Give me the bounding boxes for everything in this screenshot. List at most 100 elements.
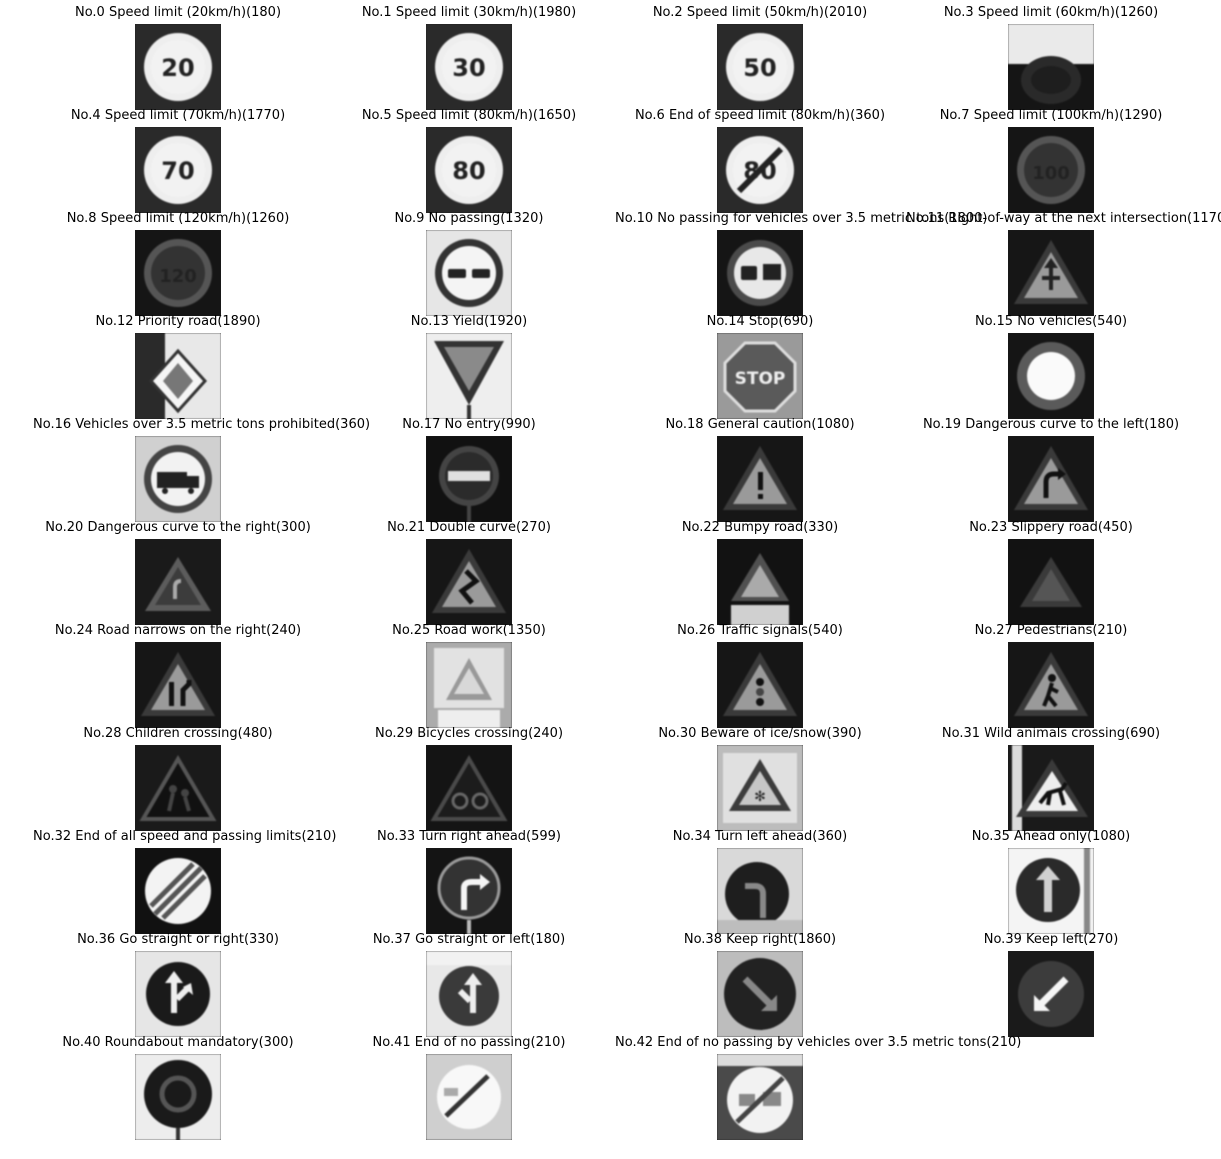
svg-text:20: 20 [161, 54, 194, 82]
panel-title: No.14 Stop(690) [706, 314, 814, 329]
curve-right-sign-image [135, 539, 221, 625]
end-all-limits-sign-image [135, 848, 221, 934]
sign-panel: No.30 Beware of ice/snow(390) ✻ [615, 725, 905, 831]
speed-limit-20-sign-image: 20 [135, 24, 221, 110]
panel-title: No.3 Speed limit (60km/h)(1260) [943, 5, 1159, 20]
svg-text:STOP: STOP [735, 369, 786, 389]
panel-title: No.7 Speed limit (100km/h)(1290) [939, 108, 1163, 123]
no-passing-sign-image [426, 230, 512, 316]
no-passing-trucks-sign-image [717, 230, 803, 316]
speed-limit-50-sign-image: 50 [717, 24, 803, 110]
panel-title: No.18 General caution(1080) [665, 417, 855, 432]
svg-text:70: 70 [161, 157, 194, 185]
end-speed-limit-80-sign-image: 80 [717, 127, 803, 213]
traffic-signals-sign-image [717, 642, 803, 728]
sign-panel: No.42 End of no passing by vehicles over… [615, 1034, 1021, 1140]
panel-title: No.29 Bicycles crossing(240) [374, 726, 564, 741]
panel-title: No.13 Yield(1920) [410, 314, 528, 329]
panel-title: No.26 Traffic signals(540) [677, 623, 843, 638]
panel-title: No.39 Keep left(270) [983, 932, 1119, 947]
panel-title: No.35 Ahead only(1080) [971, 829, 1131, 844]
sign-panel: No.37 Go straight or left(180) [324, 931, 614, 1037]
stop-sign-image: STOP [717, 333, 803, 419]
speed-limit-30-sign-image: 30 [426, 24, 512, 110]
double-curve-sign-image [426, 539, 512, 625]
children-crossing-sign-image [135, 745, 221, 831]
ahead-only-sign-image [1008, 848, 1094, 934]
yield-sign-image [426, 333, 512, 419]
panel-title: No.10 No passing for vehicles over 3.5 m… [615, 211, 988, 226]
panel-title: No.4 Speed limit (70km/h)(1770) [70, 108, 286, 123]
slippery-road-sign-image [1008, 539, 1094, 625]
panel-title: No.0 Speed limit (20km/h)(180) [74, 5, 282, 20]
speed-limit-80-sign-image: 80 [426, 127, 512, 213]
sign-panel: No.5 Speed limit (80km/h)(1650) 80 [324, 107, 614, 213]
priority-road-sign-image [135, 333, 221, 419]
sign-panel: No.29 Bicycles crossing(240) [324, 725, 614, 831]
road-narrows-sign-image [135, 642, 221, 728]
svg-text:50: 50 [743, 54, 776, 82]
right-of-way-sign-image [1008, 230, 1094, 316]
svg-text:80: 80 [452, 157, 485, 185]
bicycles-crossing-sign-image [426, 745, 512, 831]
sign-panel: No.13 Yield(1920) [324, 313, 614, 419]
panel-title: No.15 No vehicles(540) [974, 314, 1128, 329]
panel-title: No.17 No entry(990) [402, 417, 536, 432]
sign-panel: No.38 Keep right(1860) [615, 931, 905, 1037]
panel-title: No.20 Dangerous curve to the right(300) [45, 520, 311, 535]
sign-panel: No.6 End of speed limit (80km/h)(360) 80 [615, 107, 905, 213]
sign-panel: No.12 Priority road(1890) [33, 313, 323, 419]
sign-panel: No.0 Speed limit (20km/h)(180) 20 [33, 4, 323, 110]
turn-right-ahead-sign-image [426, 848, 512, 934]
panel-title: No.16 Vehicles over 3.5 metric tons proh… [33, 417, 371, 432]
roundabout-sign-image [135, 1054, 221, 1140]
panel-title: No.32 End of all speed and passing limit… [33, 829, 337, 844]
svg-text:100: 100 [1032, 163, 1070, 184]
sign-panel: No.2 Speed limit (50km/h)(2010) 50 [615, 4, 905, 110]
sign-panel: No.10 No passing for vehicles over 3.5 m… [615, 210, 988, 316]
panel-title: No.31 Wild animals crossing(690) [941, 726, 1161, 741]
end-no-passing-sign-image [426, 1054, 512, 1140]
keep-left-sign-image [1008, 951, 1094, 1037]
pedestrians-sign-image [1008, 642, 1094, 728]
speed-limit-70-sign-image: 70 [135, 127, 221, 213]
sign-panel: No.11 Right-of-way at the next intersect… [906, 210, 1221, 316]
panel-title: No.41 End of no passing(210) [372, 1035, 566, 1050]
speed-limit-120-sign-image: 120 [135, 230, 221, 316]
straight-or-right-sign-image [135, 951, 221, 1037]
turn-left-ahead-sign-image [717, 848, 803, 934]
sign-panel: No.40 Roundabout mandatory(300) [33, 1034, 323, 1140]
svg-text:120: 120 [159, 266, 197, 287]
keep-right-sign-image [717, 951, 803, 1037]
end-no-passing-trucks-sign-image [717, 1054, 803, 1140]
panel-title: No.8 Speed limit (120km/h)(1260) [66, 211, 290, 226]
sign-panel: No.34 Turn left ahead(360) [615, 828, 905, 934]
sign-panel: No.19 Dangerous curve to the left(180) [906, 416, 1196, 522]
panel-title: No.21 Double curve(270) [387, 520, 551, 535]
sign-panel: No.41 End of no passing(210) [324, 1034, 614, 1140]
panel-title: No.5 Speed limit (80km/h)(1650) [361, 108, 577, 123]
sign-panel: No.21 Double curve(270) [324, 519, 614, 625]
svg-text:30: 30 [452, 54, 485, 82]
sign-panel: No.36 Go straight or right(330) [33, 931, 323, 1037]
panel-title: No.34 Turn left ahead(360) [672, 829, 848, 844]
sign-panel: No.20 Dangerous curve to the right(300) [33, 519, 323, 625]
sign-panel: No.1 Speed limit (30km/h)(1980) 30 [324, 4, 614, 110]
panel-title: No.28 Children crossing(480) [83, 726, 273, 741]
no-entry-sign-image [426, 436, 512, 522]
sign-panel: No.9 No passing(1320) [324, 210, 614, 316]
panel-title: No.1 Speed limit (30km/h)(1980) [361, 5, 577, 20]
sign-panel: No.7 Speed limit (100km/h)(1290) 100 [906, 107, 1196, 213]
panel-title: No.36 Go straight or right(330) [77, 932, 279, 947]
sign-panel: No.28 Children crossing(480) [33, 725, 323, 831]
sign-panel: No.16 Vehicles over 3.5 metric tons proh… [33, 416, 371, 522]
sign-panel: No.31 Wild animals crossing(690) [906, 725, 1196, 831]
no-vehicles-sign-image [1008, 333, 1094, 419]
sign-panel: No.17 No entry(990) [324, 416, 614, 522]
sign-panel: No.4 Speed limit (70km/h)(1770) 70 [33, 107, 323, 213]
panel-title: No.19 Dangerous curve to the left(180) [922, 417, 1180, 432]
panel-title: No.30 Beware of ice/snow(390) [658, 726, 862, 741]
sign-panel: No.22 Bumpy road(330) [615, 519, 905, 625]
speed-limit-100-sign-image: 100 [1008, 127, 1094, 213]
